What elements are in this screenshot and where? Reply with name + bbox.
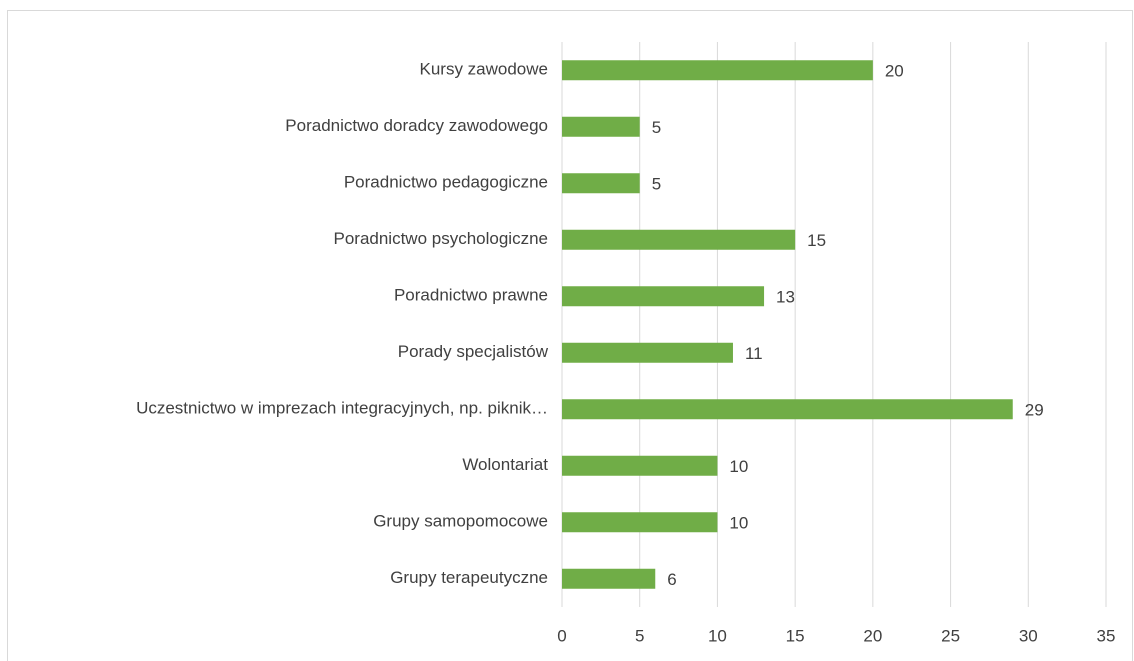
x-tick-label: 5 — [635, 626, 644, 645]
data-label: 20 — [885, 62, 904, 81]
y-tick-label: Wolontariat — [462, 455, 548, 474]
data-label: 11 — [745, 344, 763, 363]
bar — [562, 60, 873, 81]
bar — [562, 173, 640, 194]
chart-border — [7, 10, 1133, 661]
x-tick-label: 15 — [786, 626, 805, 645]
bar — [562, 116, 640, 137]
bar — [562, 229, 796, 250]
data-label: 6 — [667, 570, 676, 589]
y-tick-label: Poradnictwo pedagogiczne — [344, 173, 548, 192]
bar — [562, 568, 656, 589]
y-tick-label: Poradnictwo psychologiczne — [333, 229, 548, 248]
x-tick-label: 0 — [557, 626, 566, 645]
bar — [562, 399, 1013, 420]
y-tick-label: Uczestnictwo w imprezach integracyjnych,… — [136, 399, 548, 418]
data-label: 5 — [652, 118, 661, 137]
bar — [562, 286, 765, 307]
y-tick-label: Porady specjalistów — [398, 342, 549, 361]
x-tick-label: 25 — [941, 626, 960, 645]
data-label: 5 — [652, 175, 661, 194]
x-tick-label: 10 — [708, 626, 727, 645]
data-label: 29 — [1025, 401, 1044, 420]
data-label: 13 — [776, 288, 795, 307]
x-tick-label: 35 — [1097, 626, 1116, 645]
y-tick-label: Grupy terapeutyczne — [390, 568, 548, 587]
x-tick-label: 30 — [1019, 626, 1038, 645]
y-tick-label: Kursy zawodowe — [419, 60, 548, 79]
y-tick-label: Poradnictwo doradcy zawodowego — [285, 116, 548, 135]
data-label: 10 — [729, 457, 748, 476]
bar — [562, 342, 733, 363]
y-tick-label: Grupy samopomocowe — [373, 512, 548, 531]
y-tick-label: Poradnictwo prawne — [394, 286, 548, 305]
data-label: 10 — [729, 514, 748, 533]
data-label: 15 — [807, 231, 826, 250]
bar — [562, 512, 718, 533]
x-tick-label: 20 — [863, 626, 882, 645]
bar — [562, 455, 718, 476]
